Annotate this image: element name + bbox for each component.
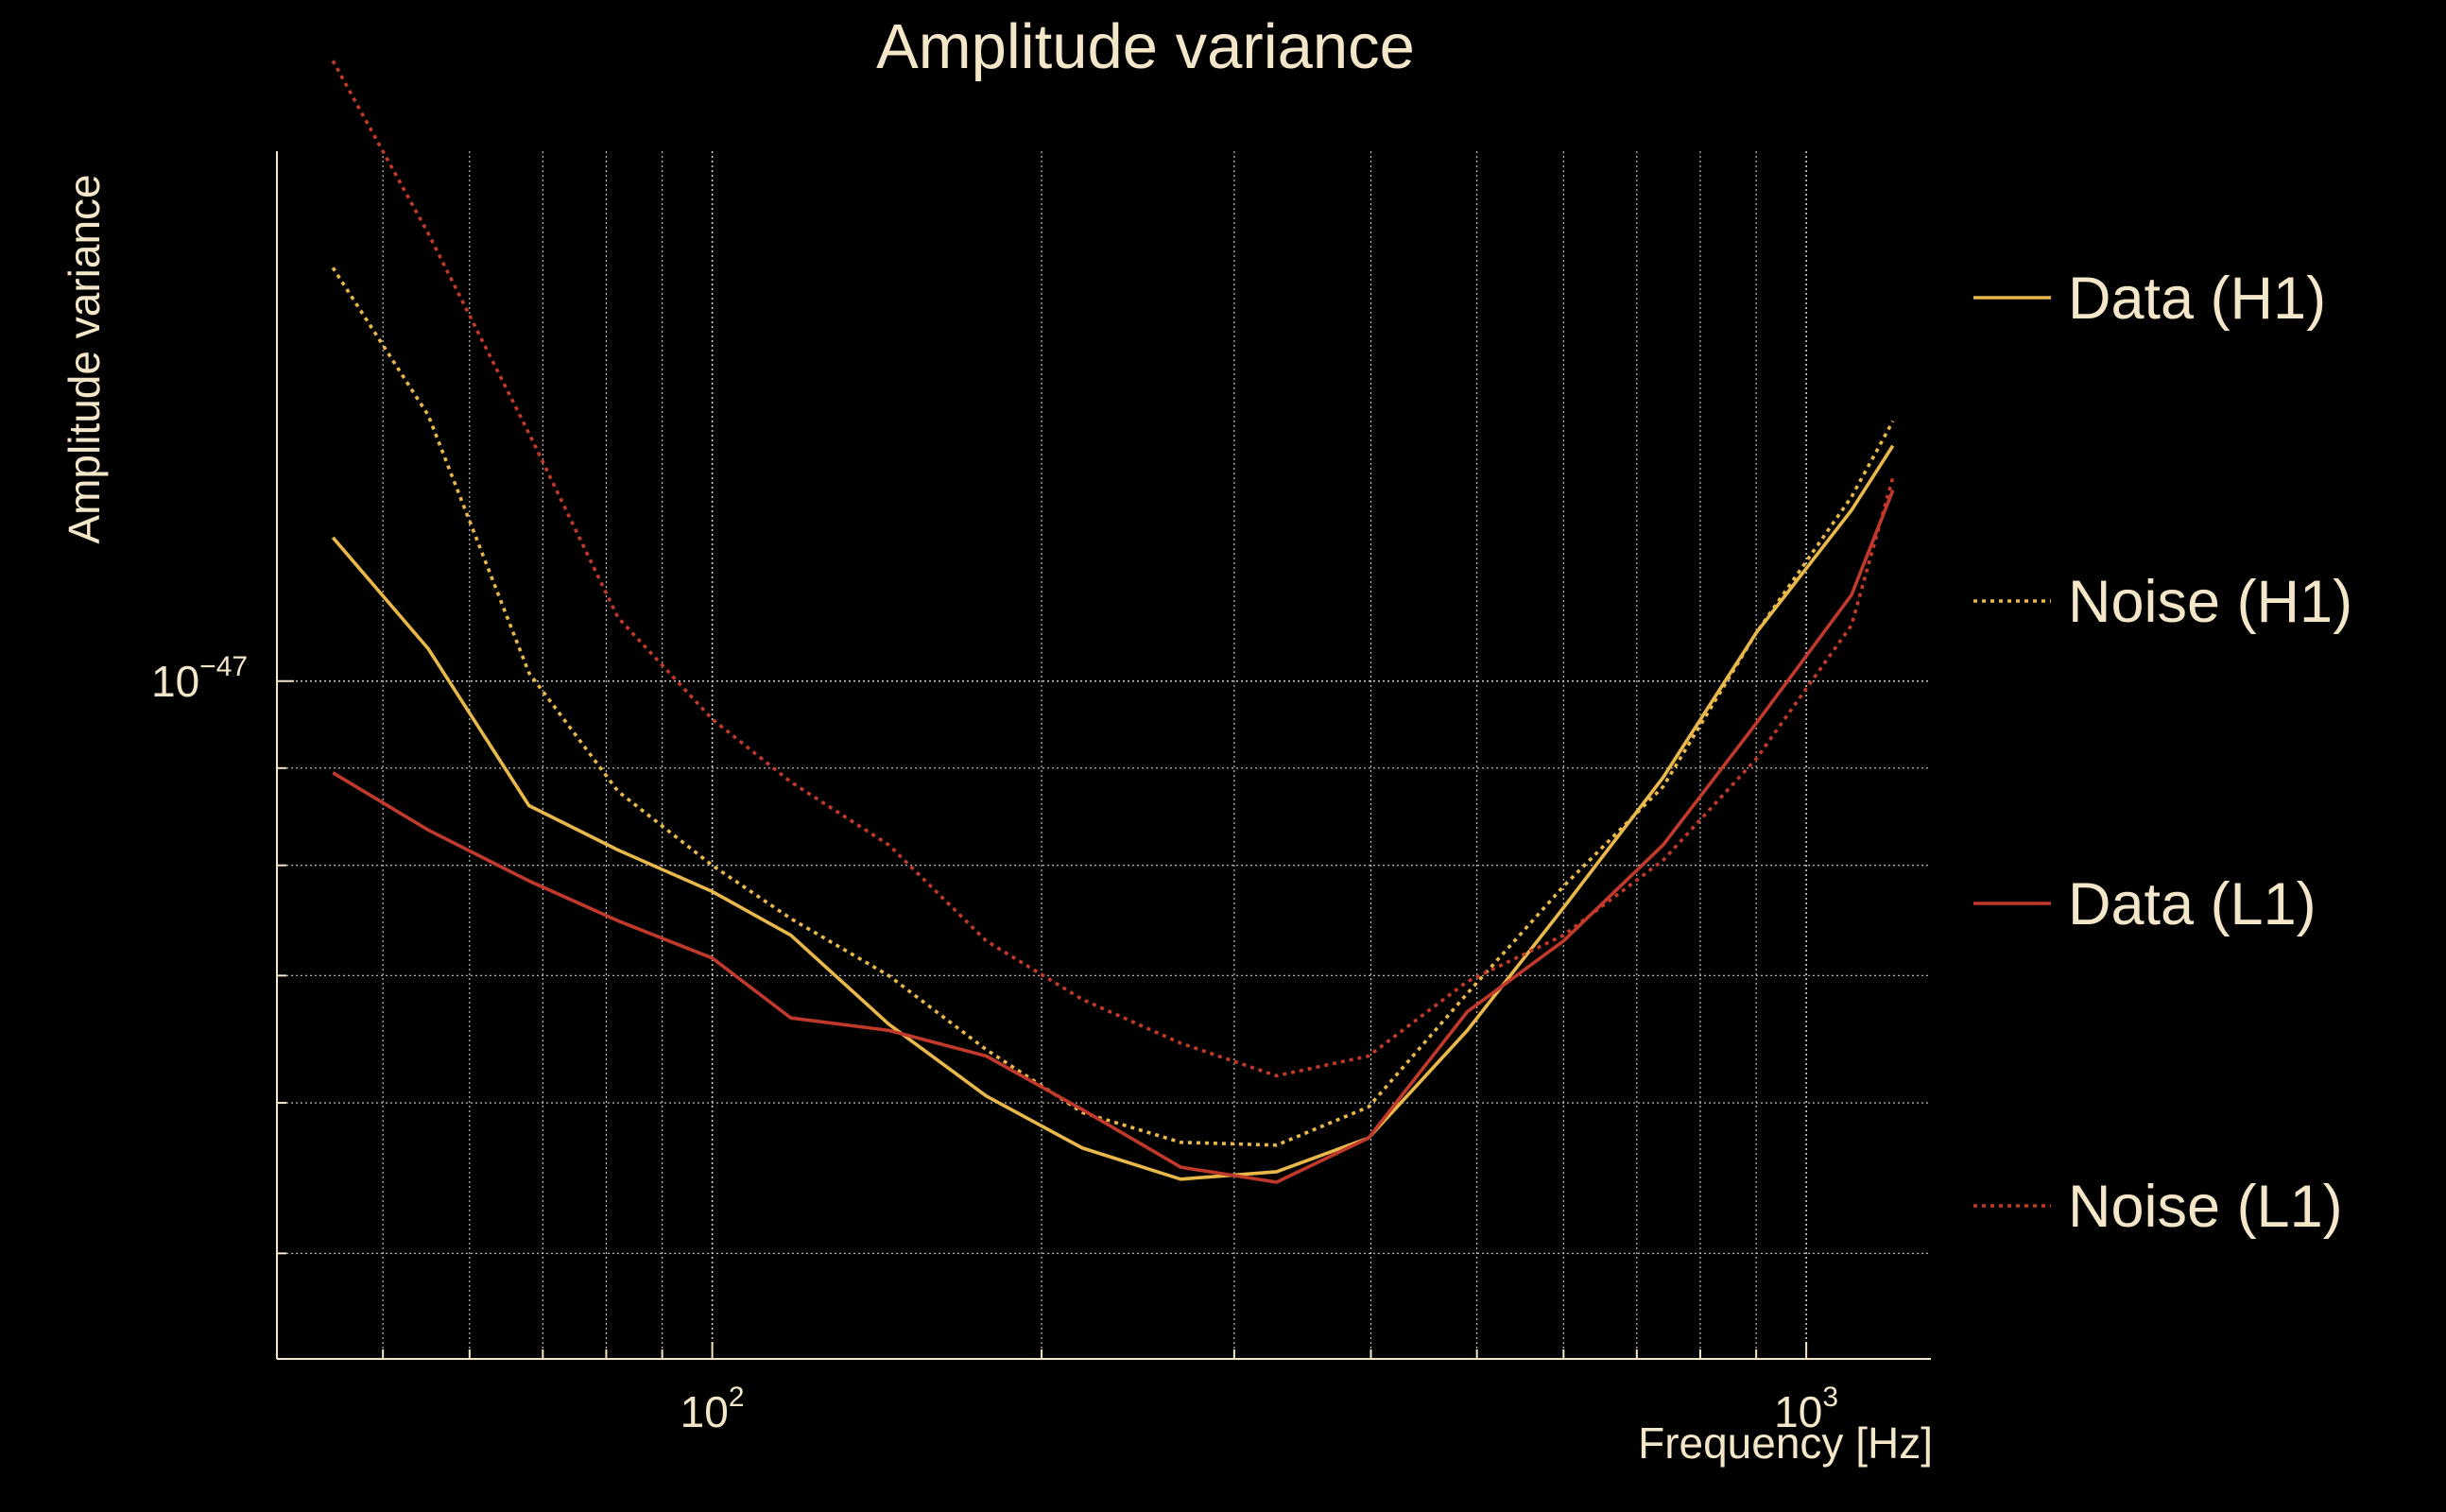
series-line-2 — [331, 266, 1895, 1147]
y-axis-label: Amplitude variance — [60, 174, 109, 543]
axes — [276, 151, 1931, 1360]
series-lines — [331, 60, 1895, 1184]
x-axis-label: Frequency [Hz] — [1638, 1418, 1933, 1468]
legend-label-2: Noise (H1) — [2068, 569, 2352, 635]
chart-title: Amplitude variance — [876, 11, 1415, 82]
legend-label-4: Noise (L1) — [2068, 1174, 2343, 1240]
series-line-4 — [331, 60, 1895, 1078]
legend-label-3: Data (L1) — [2068, 871, 2317, 937]
y-tick-label: 10−47 — [151, 651, 248, 706]
series-line-1 — [331, 444, 1895, 1181]
legend: Data (H1) Noise (H1) Data (L1) Noise (L1) — [1973, 266, 2352, 1240]
legend-label-1: Data (H1) — [2068, 266, 2326, 332]
series-line-3 — [332, 490, 1895, 1184]
